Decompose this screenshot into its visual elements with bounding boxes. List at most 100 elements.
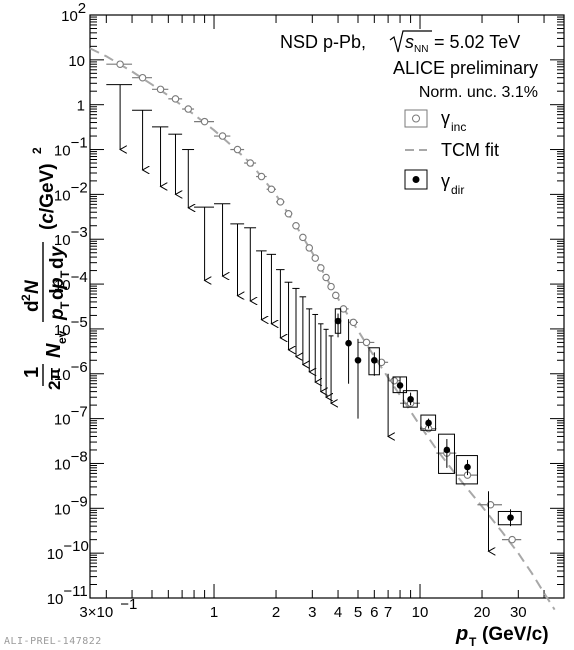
inc-point	[284, 209, 293, 218]
svg-text:inc: inc	[451, 120, 466, 134]
svg-text:T: T	[58, 270, 72, 278]
legend-item-dir: γ dir	[404, 169, 464, 197]
inc-point	[200, 117, 209, 126]
dir-sys-box	[497, 510, 522, 526]
x-tick-label: 1	[210, 604, 218, 621]
y-tick-label: 10	[54, 412, 71, 429]
x-tick-label: 10	[412, 604, 429, 621]
inc-point	[138, 73, 147, 82]
experiment-label: ALICE preliminary	[393, 58, 538, 78]
x-tick-label-exp: −1	[120, 596, 137, 613]
sqrt-sign	[389, 30, 432, 53]
y-axis-ticks	[90, 14, 564, 599]
y-tick-label-exp: −9	[71, 493, 88, 510]
y-tick-label-exp: −11	[63, 583, 87, 600]
svg-text:N: N	[43, 343, 65, 358]
annotation-block: NSD p-Pb, s NN = 5.02 TeV ALICE prelimin…	[280, 30, 538, 101]
svg-text:T: T	[58, 301, 72, 309]
dir-sys-box	[438, 433, 455, 474]
inc-point	[257, 172, 266, 181]
dir-point	[334, 317, 342, 325]
svg-text:(c/GeV): (c/GeV)	[37, 163, 58, 230]
collision-label: NSD p-Pb,	[280, 32, 366, 52]
y-tick-label: 10	[68, 53, 85, 70]
y-tick-label: 10	[54, 187, 71, 204]
x-tick-label: 6	[370, 604, 378, 621]
y-tick-label: 10	[54, 501, 71, 518]
y-tick-label-exp: −5	[71, 314, 88, 331]
inc-point	[292, 221, 300, 230]
y-tick-label: 10	[54, 232, 71, 249]
svg-text:ev: ev	[55, 330, 69, 344]
inc-point	[246, 159, 255, 167]
svg-text:p: p	[47, 277, 68, 290]
x-tick-label: 20	[474, 604, 491, 621]
svg-text:p: p	[455, 623, 468, 645]
dir-point	[371, 356, 378, 364]
upper-limit-series	[106, 84, 488, 552]
dir-point	[464, 463, 471, 471]
svg-text:2: 2	[30, 147, 44, 154]
dir-point	[354, 356, 362, 364]
energy-subscript: NN	[414, 44, 428, 55]
svg-text:d: d	[47, 288, 68, 300]
inc-point	[171, 95, 180, 103]
y-tick-label-exp: −2	[71, 179, 88, 196]
dir-point	[507, 514, 514, 521]
preliminary-id: ALI-PREL-147822	[4, 636, 102, 647]
x-axis-ticks	[105, 15, 565, 598]
y-tick-label: 10	[54, 143, 71, 160]
dir-point	[407, 395, 414, 403]
dir-point	[396, 382, 404, 389]
x-tick-label: 3	[308, 604, 316, 621]
inc-point	[332, 291, 340, 300]
inc-point	[276, 198, 285, 206]
svg-text:N: N	[22, 279, 43, 294]
energy-value: = 5.02 TeV	[434, 32, 520, 52]
x-tick-label: 4	[334, 604, 342, 621]
svg-text:dir: dir	[451, 183, 464, 197]
y-tick-label: 10	[54, 277, 71, 294]
svg-text:TCM fit: TCM fit	[441, 140, 499, 160]
x-tick-label: 2	[272, 604, 280, 621]
legend-item-fit: TCM fit	[405, 140, 499, 160]
dir-point	[345, 339, 352, 347]
inc-point	[362, 338, 371, 347]
svg-text:γ: γ	[441, 171, 450, 191]
dir-point	[443, 446, 451, 454]
inc-point	[156, 85, 165, 94]
y-tick-label: 10	[47, 546, 64, 563]
y-tick-label-exp: −6	[71, 359, 88, 376]
inc-point	[339, 305, 348, 313]
dir-sys-box	[402, 390, 418, 408]
legend-item-inc: γ inc	[404, 108, 466, 134]
inc-point	[349, 318, 358, 327]
dir-point	[425, 419, 432, 427]
inc-point	[267, 185, 276, 194]
inc-point	[116, 60, 124, 68]
inc-point	[317, 264, 325, 272]
inc-point	[184, 105, 193, 113]
svg-text:d: d	[22, 300, 43, 312]
y-tick-labels: 10 210110−110−210−310−410−510−610−710−810…	[47, 0, 89, 608]
tcm-fit-line	[89, 47, 556, 611]
inc-point	[322, 273, 330, 282]
y-tick-label-exp: −7	[71, 404, 88, 421]
y-tick-label-exp: −10	[63, 538, 88, 555]
svg-text:(GeV/c): (GeV/c)	[482, 624, 549, 645]
svg-text:T: T	[469, 635, 477, 649]
legend: γ inc TCM fit γ dir	[404, 108, 499, 197]
inc-point	[218, 132, 227, 140]
y-tick-label: 10	[54, 456, 71, 473]
y-tick-label-exp: −4	[71, 269, 88, 286]
norm-uncertainty: Norm. unc. 3.1%	[419, 84, 538, 101]
plot-frame	[89, 14, 565, 599]
svg-text:d: d	[47, 257, 68, 269]
y-axis-title: 1 2π N ev d 2 N p T d p T d y (c/GeV) 2	[19, 147, 72, 390]
y-tick-label-exp: 2	[78, 0, 86, 17]
dir-sys-box	[455, 455, 478, 485]
x-tick-label: 3×10	[79, 604, 113, 621]
svg-text:γ: γ	[441, 108, 450, 128]
y-tick-label: 1	[77, 98, 85, 115]
